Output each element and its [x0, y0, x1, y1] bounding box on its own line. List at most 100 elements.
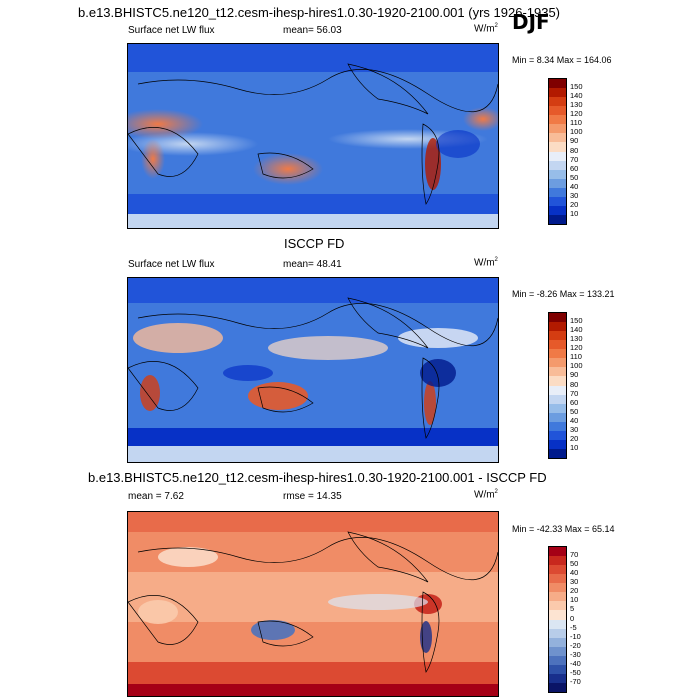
colorbar-tick-label: 70 — [570, 154, 579, 164]
colorbar-tick-label: 50 — [570, 406, 579, 416]
panel3-units: W/m2 — [474, 489, 498, 501]
colorbar-tick-label: 80 — [570, 145, 579, 155]
panel1-minmax: Min = 8.34 Max = 164.06 — [512, 55, 612, 65]
colorbar-tick-label: 70 — [570, 388, 579, 398]
colorbar-tick-label: -10 — [570, 631, 581, 641]
colorbar-swatch — [549, 133, 566, 143]
colorbar-swatch — [549, 349, 566, 359]
colorbar-tick-label: 120 — [570, 343, 583, 353]
colorbar-tick-label: 110 — [570, 352, 582, 362]
colorbar-tick-label: -5 — [570, 622, 577, 632]
colorbar-tick-label: 90 — [570, 136, 579, 146]
colorbar-tick-label: 60 — [570, 163, 579, 173]
colorbar-tick-label: 80 — [570, 379, 579, 389]
colorbar-swatch — [549, 592, 566, 602]
colorbar-swatch — [549, 556, 566, 566]
colorbar-tick-label: 50 — [570, 559, 579, 569]
panel2-units: W/m2 — [474, 257, 498, 269]
panel1-units: W/m2 — [474, 23, 498, 35]
panel1-colorbar — [548, 78, 567, 225]
panel1-left-label: Surface net LW flux — [128, 25, 215, 36]
panel2-title: ISCCP FD — [284, 236, 345, 251]
panel3-rmse: rmse = 14.35 — [283, 491, 342, 502]
colorbar-tick-label: 5 — [570, 604, 575, 614]
colorbar-swatch — [549, 673, 566, 683]
panel1-map — [127, 43, 499, 229]
colorbar-tick-label: 150 — [570, 82, 583, 92]
colorbar-tick-label: 60 — [570, 397, 579, 407]
colorbar-tick-label: 20 — [570, 586, 579, 596]
colorbar-tick-label: 110 — [570, 118, 582, 128]
colorbar-tick-label: 20 — [570, 433, 579, 443]
colorbar-swatch — [549, 205, 566, 215]
colorbar-swatch — [549, 412, 566, 422]
colorbar-swatch — [549, 385, 566, 395]
colorbar-tick-label: 30 — [570, 190, 579, 200]
panel2-minmax: Min = -8.26 Max = 133.21 — [512, 289, 615, 299]
colorbar-tick-label: -30 — [570, 649, 581, 659]
panel3-mean: mean = 7.62 — [128, 491, 184, 502]
colorbar-tick-label: -50 — [570, 667, 581, 677]
colorbar-tick-label: 130 — [570, 334, 583, 344]
colorbar-swatch — [549, 331, 566, 341]
colorbar-tick-label: 20 — [570, 199, 579, 209]
panel1-mean: mean= 56.03 — [283, 25, 342, 36]
colorbar-swatch — [549, 97, 566, 107]
colorbar-swatch — [549, 376, 566, 386]
colorbar-tick-label: 0 — [570, 613, 575, 623]
colorbar-swatch — [549, 340, 566, 350]
colorbar-swatch — [549, 115, 566, 125]
colorbar-swatch — [549, 79, 566, 89]
colorbar-tick-label: -40 — [570, 658, 581, 668]
colorbar-swatch — [549, 124, 566, 134]
panel2-colorbar — [548, 312, 567, 459]
colorbar-swatch — [549, 187, 566, 197]
colorbar-tick-label: 90 — [570, 370, 579, 380]
colorbar-swatch — [549, 151, 566, 161]
colorbar-tick-label: 100 — [570, 127, 583, 137]
colorbar-tick-label: 100 — [570, 361, 583, 371]
colorbar-swatch — [549, 628, 566, 638]
colorbar-swatch — [549, 448, 566, 458]
panel3-map-field — [128, 512, 498, 696]
colorbar-tick-label: 30 — [570, 424, 579, 434]
colorbar-tick-label: 140 — [570, 91, 583, 101]
colorbar-swatch — [549, 565, 566, 575]
colorbar-swatch — [549, 106, 566, 116]
season-label: DJF — [512, 10, 550, 34]
panel1-title: b.e13.BHISTC5.ne120_t12.cesm-ihesp-hires… — [78, 5, 561, 20]
colorbar-tick-label: 10 — [570, 595, 579, 605]
colorbar-swatch — [549, 169, 566, 179]
colorbar-tick-label: 70 — [570, 550, 579, 560]
colorbar-swatch — [549, 583, 566, 593]
colorbar-swatch — [549, 430, 566, 440]
colorbar-tick-label: 50 — [570, 172, 579, 182]
colorbar-swatch — [549, 196, 566, 206]
colorbar-swatch — [549, 358, 566, 368]
colorbar-tick-label: 30 — [570, 577, 579, 587]
colorbar-swatch — [549, 88, 566, 98]
panel2-map — [127, 277, 499, 463]
colorbar-swatch — [549, 547, 566, 557]
colorbar-swatch — [549, 142, 566, 152]
colorbar-tick-label: 40 — [570, 415, 579, 425]
colorbar-swatch — [549, 322, 566, 332]
colorbar-swatch — [549, 394, 566, 404]
colorbar-swatch — [549, 646, 566, 656]
colorbar-tick-label: 40 — [570, 568, 579, 578]
colorbar-swatch — [549, 610, 566, 620]
panel2-mean: mean= 48.41 — [283, 259, 342, 270]
colorbar-swatch — [549, 367, 566, 377]
colorbar-swatch — [549, 178, 566, 188]
colorbar-tick-label: 10 — [570, 442, 579, 452]
panel2-map-field — [128, 278, 498, 462]
panel3-map — [127, 511, 499, 697]
colorbar-tick-label: 40 — [570, 181, 579, 191]
colorbar-swatch — [549, 574, 566, 584]
colorbar-swatch — [549, 160, 566, 170]
colorbar-swatch — [549, 403, 566, 413]
panel3-colorbar — [548, 546, 567, 693]
colorbar-swatch — [549, 601, 566, 611]
colorbar-swatch — [549, 214, 566, 224]
colorbar-tick-label: 140 — [570, 325, 583, 335]
